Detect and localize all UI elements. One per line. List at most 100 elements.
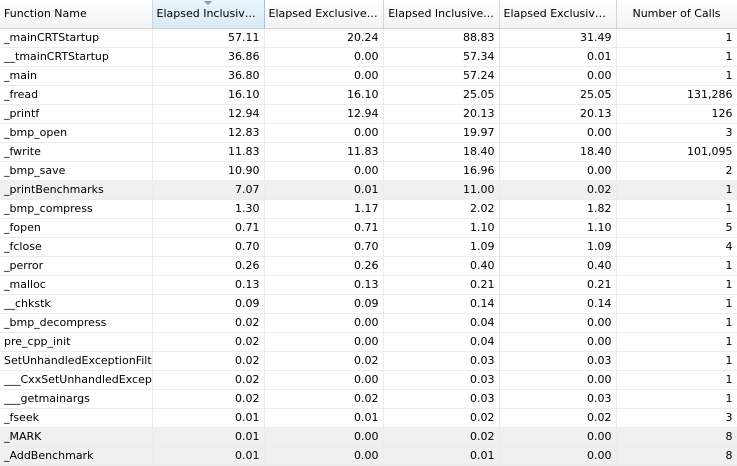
table-row[interactable]: _AddBenchmark 0.01 0.00 0.01 0.00 8 — [0, 446, 737, 466]
elapsed-inclusive-2-cell: 0.04 — [383, 313, 500, 333]
elapsed-inclusive-2-cell: 0.02 — [383, 408, 500, 428]
elapsed-inclusive-1-cell: 0.02 — [152, 332, 265, 352]
elapsed-exclusive-1-cell: 0.09 — [264, 294, 384, 314]
function-name-cell: _fread — [0, 85, 153, 105]
column-header-elapsed-inclusive-2[interactable]: Elapsed Inclusive... — [383, 0, 500, 29]
elapsed-inclusive-2-cell: 0.40 — [383, 256, 500, 276]
elapsed-exclusive-1-cell: 16.10 — [264, 85, 384, 105]
elapsed-exclusive-1-cell: 0.00 — [264, 446, 384, 466]
table-row[interactable]: ___getmainargs 0.02 0.02 0.03 0.03 1 — [0, 389, 737, 409]
elapsed-inclusive-1-cell: 0.70 — [152, 237, 265, 257]
elapsed-inclusive-1-cell: 36.86 — [152, 47, 265, 67]
elapsed-inclusive-1-cell: 0.09 — [152, 294, 265, 314]
elapsed-inclusive-1-cell: 0.02 — [152, 370, 265, 390]
table-row[interactable]: _MARK 0.01 0.00 0.02 0.00 8 — [0, 427, 737, 447]
table-row[interactable]: _fseek 0.01 0.01 0.02 0.02 3 — [0, 408, 737, 428]
table-row[interactable]: _perror 0.26 0.26 0.40 0.40 1 — [0, 256, 737, 276]
elapsed-exclusive-1-cell: 11.83 — [264, 142, 384, 162]
elapsed-inclusive-2-cell: 0.03 — [383, 351, 500, 371]
elapsed-inclusive-1-cell: 0.02 — [152, 389, 265, 409]
elapsed-exclusive-2-cell: 0.00 — [499, 446, 617, 466]
table-row[interactable]: _printBenchmarks 7.07 0.01 11.00 0.02 1 — [0, 180, 737, 200]
table-row[interactable]: __tmainCRTStartup 36.86 0.00 57.34 0.01 1 — [0, 47, 737, 67]
elapsed-exclusive-1-cell: 0.26 — [264, 256, 384, 276]
number-of-calls-cell: 1 — [616, 370, 737, 390]
function-name-cell: _printBenchmarks — [0, 180, 153, 200]
table-row[interactable]: _bmp_open 12.83 0.00 19.97 0.00 3 — [0, 123, 737, 143]
elapsed-inclusive-1-cell: 0.01 — [152, 446, 265, 466]
elapsed-exclusive-1-cell: 0.70 — [264, 237, 384, 257]
table-row[interactable]: _bmp_decompress 0.02 0.00 0.04 0.00 1 — [0, 313, 737, 333]
elapsed-inclusive-2-cell: 88.83 — [383, 28, 500, 48]
table-row[interactable]: _main 36.80 0.00 57.24 0.00 1 — [0, 66, 737, 86]
elapsed-inclusive-2-cell: 11.00 — [383, 180, 500, 200]
elapsed-exclusive-2-cell: 0.00 — [499, 66, 617, 86]
elapsed-inclusive-2-cell: 19.97 — [383, 123, 500, 143]
table-row[interactable]: ___CxxSetUnhandledExceptio 0.02 0.00 0.03 0.… — [0, 370, 737, 390]
elapsed-inclusive-1-cell: 12.94 — [152, 104, 265, 124]
function-name-cell: _malloc — [0, 275, 153, 295]
elapsed-exclusive-2-cell: 1.82 — [499, 199, 617, 219]
column-header-number-of-calls[interactable]: Number of Calls — [616, 0, 737, 29]
elapsed-exclusive-2-cell: 0.00 — [499, 313, 617, 333]
elapsed-exclusive-1-cell: 0.00 — [264, 161, 384, 181]
elapsed-exclusive-1-cell: 0.00 — [264, 66, 384, 86]
elapsed-inclusive-1-cell: 0.13 — [152, 275, 265, 295]
number-of-calls-cell: 2 — [616, 161, 737, 181]
elapsed-exclusive-2-cell: 31.49 — [499, 28, 617, 48]
table-row[interactable]: _mainCRTStartup 57.11 20.24 88.83 31.49 1 — [0, 28, 737, 48]
elapsed-exclusive-1-cell: 0.00 — [264, 47, 384, 67]
table-row[interactable]: _fread 16.10 16.10 25.05 25.05 131,286 — [0, 85, 737, 105]
table-row[interactable]: _fwrite 11.83 11.83 18.40 18.40 101,095 — [0, 142, 737, 162]
number-of-calls-cell: 1 — [616, 351, 737, 371]
elapsed-inclusive-2-cell: 0.04 — [383, 332, 500, 352]
elapsed-exclusive-2-cell: 0.40 — [499, 256, 617, 276]
function-name-cell: pre_cpp_init — [0, 332, 153, 352]
column-header-function-name[interactable]: Function Name — [0, 0, 153, 29]
table-row[interactable]: _malloc 0.13 0.13 0.21 0.21 1 — [0, 275, 737, 295]
elapsed-exclusive-1-cell: 0.01 — [264, 408, 384, 428]
column-header-elapsed-inclusive-1[interactable]: Elapsed Inclusive... — [152, 0, 265, 29]
elapsed-inclusive-2-cell: 18.40 — [383, 142, 500, 162]
table-row[interactable]: __chkstk 0.09 0.09 0.14 0.14 1 — [0, 294, 737, 314]
function-name-cell: _fopen — [0, 218, 153, 238]
elapsed-exclusive-1-cell: 0.00 — [264, 427, 384, 447]
number-of-calls-cell: 126 — [616, 104, 737, 124]
table-row[interactable]: SetUnhandledExceptionFilte 0.02 0.02 0.03 0.… — [0, 351, 737, 371]
elapsed-exclusive-2-cell: 0.00 — [499, 123, 617, 143]
elapsed-exclusive-1-cell: 20.24 — [264, 28, 384, 48]
table-row[interactable]: _fclose 0.70 0.70 1.09 1.09 4 — [0, 237, 737, 257]
number-of-calls-cell: 4 — [616, 237, 737, 257]
elapsed-exclusive-1-cell: 1.17 — [264, 199, 384, 219]
function-name-cell: _MARK — [0, 427, 153, 447]
elapsed-exclusive-2-cell: 0.00 — [499, 161, 617, 181]
number-of-calls-cell: 1 — [616, 256, 737, 276]
table-row[interactable]: _bmp_compress 1.30 1.17 2.02 1.82 1 — [0, 199, 737, 219]
elapsed-exclusive-2-cell: 0.01 — [499, 47, 617, 67]
number-of-calls-cell: 1 — [616, 28, 737, 48]
elapsed-exclusive-2-cell: 0.03 — [499, 351, 617, 371]
number-of-calls-cell: 1 — [616, 180, 737, 200]
elapsed-exclusive-1-cell: 0.00 — [264, 332, 384, 352]
function-name-cell: _fclose — [0, 237, 153, 257]
elapsed-exclusive-1-cell: 0.00 — [264, 370, 384, 390]
function-name-cell: ___CxxSetUnhandledExceptio — [0, 370, 153, 390]
elapsed-exclusive-1-cell: 0.13 — [264, 275, 384, 295]
number-of-calls-cell: 8 — [616, 427, 737, 447]
elapsed-inclusive-2-cell: 0.14 — [383, 294, 500, 314]
number-of-calls-cell: 131,286 — [616, 85, 737, 105]
elapsed-inclusive-2-cell: 0.01 — [383, 446, 500, 466]
number-of-calls-cell: 5 — [616, 218, 737, 238]
elapsed-inclusive-2-cell: 2.02 — [383, 199, 500, 219]
table-row[interactable]: _fopen 0.71 0.71 1.10 1.10 5 — [0, 218, 737, 238]
elapsed-inclusive-1-cell: 7.07 — [152, 180, 265, 200]
table-row[interactable]: pre_cpp_init 0.02 0.00 0.04 0.00 1 — [0, 332, 737, 352]
elapsed-inclusive-2-cell: 0.21 — [383, 275, 500, 295]
table-row[interactable]: _bmp_save 10.90 0.00 16.96 0.00 2 — [0, 161, 737, 181]
elapsed-exclusive-2-cell: 0.21 — [499, 275, 617, 295]
column-header-elapsed-exclusive-2[interactable]: Elapsed Exclusive ... — [499, 0, 617, 29]
column-header-elapsed-exclusive-1[interactable]: Elapsed Exclusive ... — [264, 0, 384, 29]
table-row[interactable]: _printf 12.94 12.94 20.13 20.13 126 — [0, 104, 737, 124]
elapsed-exclusive-1-cell: 12.94 — [264, 104, 384, 124]
